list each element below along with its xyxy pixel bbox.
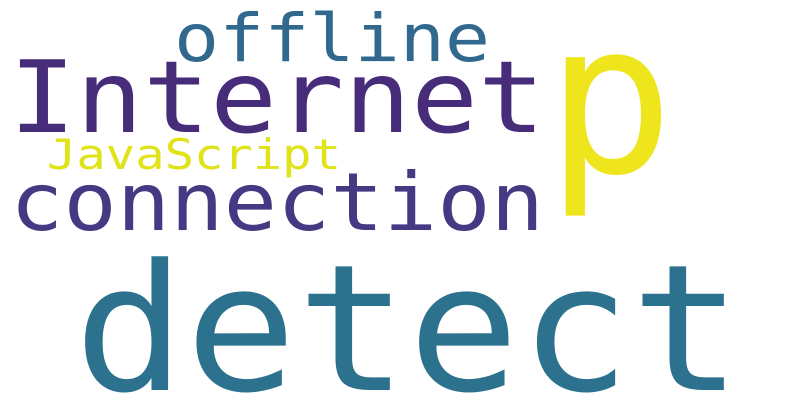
word-detect: detect xyxy=(74,227,742,400)
word-p: p xyxy=(546,0,674,222)
